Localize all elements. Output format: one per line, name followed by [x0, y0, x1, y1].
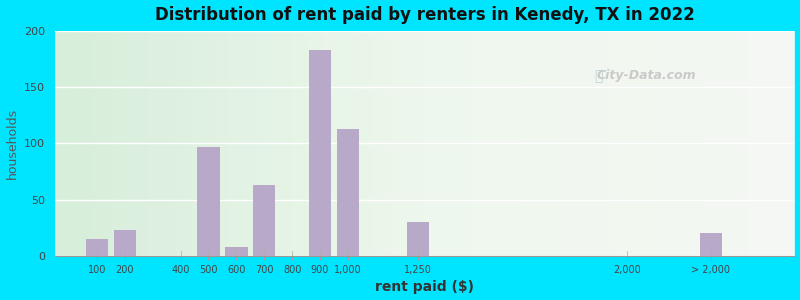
X-axis label: rent paid ($): rent paid ($): [375, 280, 474, 294]
Text: ⦿: ⦿: [594, 69, 602, 83]
Bar: [114, 230, 136, 256]
Bar: [699, 233, 722, 256]
Title: Distribution of rent paid by renters in Kenedy, TX in 2022: Distribution of rent paid by renters in …: [155, 6, 694, 24]
Y-axis label: households: households: [6, 108, 18, 179]
Text: City-Data.com: City-Data.com: [597, 69, 696, 82]
Bar: [309, 50, 331, 256]
Bar: [198, 147, 219, 256]
Bar: [225, 247, 247, 256]
Bar: [86, 239, 108, 256]
Bar: [253, 185, 275, 256]
Bar: [337, 129, 359, 256]
Bar: [406, 222, 429, 256]
